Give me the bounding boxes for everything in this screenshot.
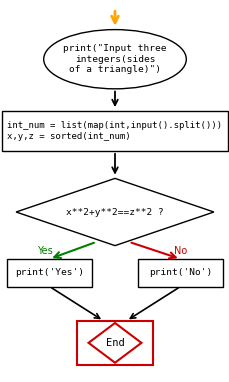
Bar [2,111,227,151]
Bar [77,321,152,365]
Text: Yes: Yes [37,246,52,256]
Bar [7,259,92,286]
Text: End: End [105,338,124,348]
Text: int_num = list(map(int,input().split()))
x,y,z = sorted(int_num): int_num = list(map(int,input().split()))… [7,121,221,141]
Text: No: No [173,246,186,256]
Bar [137,259,222,286]
Text: print("Input three
integers(sides
of a triangle)"): print("Input three integers(sides of a t… [63,44,166,74]
Ellipse shape [44,30,185,89]
Polygon shape [88,323,141,363]
Text: print('Yes'): print('Yes') [15,268,84,277]
Polygon shape [16,178,213,246]
Text: x**2+y**2==z**2 ?: x**2+y**2==z**2 ? [66,207,163,217]
Text: print('No'): print('No') [148,268,211,277]
